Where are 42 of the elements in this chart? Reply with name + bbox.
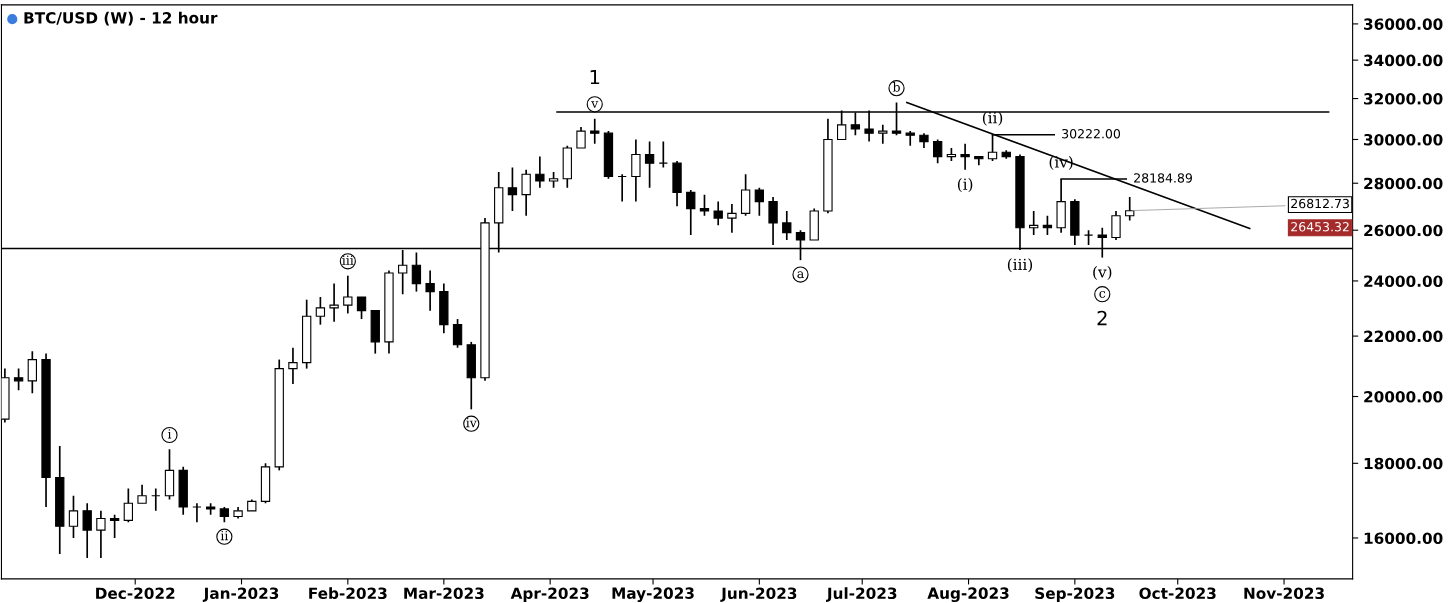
x-tick-label: Jan-2023 (202, 587, 279, 602)
y-tick-label: 24000.00 (1364, 275, 1443, 287)
x-tick-label: Jun-2023 (720, 587, 797, 602)
annotation: 26453.32 (1291, 222, 1349, 232)
annotation: v (591, 101, 599, 108)
x-tick-label: May-2023 (612, 587, 694, 602)
annotation: c (1099, 290, 1106, 298)
annotation: 1 (590, 69, 600, 85)
chart-title: BTC/USD (W) - 12 hour (24, 11, 218, 26)
annotation: ii (220, 530, 229, 541)
annotation: 2 (1097, 310, 1107, 326)
y-tick-label: 32000.00 (1364, 93, 1443, 105)
y-tick-label: 30000.00 (1364, 133, 1443, 146)
y-tick-label: 22000.00 (1364, 330, 1443, 343)
annotation: (v) (1093, 265, 1112, 280)
annotation: i (167, 429, 172, 439)
x-tick-label: Aug-2023 (927, 587, 1009, 602)
annotation: iv (466, 417, 477, 428)
y-tick-label: 16000.00 (1364, 532, 1443, 544)
x-tick-label: Sep-2023 (1035, 587, 1115, 602)
y-tick-label: 36000.00 (1364, 18, 1443, 30)
annotation: iii (342, 255, 354, 265)
y-tick-label: 34000.00 (1364, 54, 1443, 67)
y-tick-label: 28000.00 (1364, 177, 1443, 190)
annotation: (i) (957, 178, 973, 193)
x-tick-label: Jul-2023 (826, 587, 897, 602)
y-tick-label: 18000.00 (1364, 457, 1443, 470)
annotation: 26812.73 (1291, 198, 1349, 209)
x-tick-label: Mar-2023 (404, 587, 484, 600)
x-tick-label: Oct-2023 (1139, 587, 1216, 600)
annotation: b (892, 82, 900, 92)
annotation: 30222.00 (1062, 128, 1121, 139)
y-tick-label: 26000.00 (1364, 224, 1443, 237)
annotation: a (797, 271, 804, 279)
x-tick-label: Apr-2023 (510, 587, 589, 602)
annotation: (ii) (982, 111, 1003, 126)
x-tick-label: Nov-2023 (1244, 587, 1324, 600)
x-tick-label: Dec-2022 (96, 587, 175, 600)
y-tick-label: 20000.00 (1364, 390, 1443, 403)
annotation: 28184.89 (1134, 173, 1192, 183)
x-tick-label: Feb-2023 (309, 587, 387, 600)
annotation: (iii) (1007, 258, 1033, 273)
